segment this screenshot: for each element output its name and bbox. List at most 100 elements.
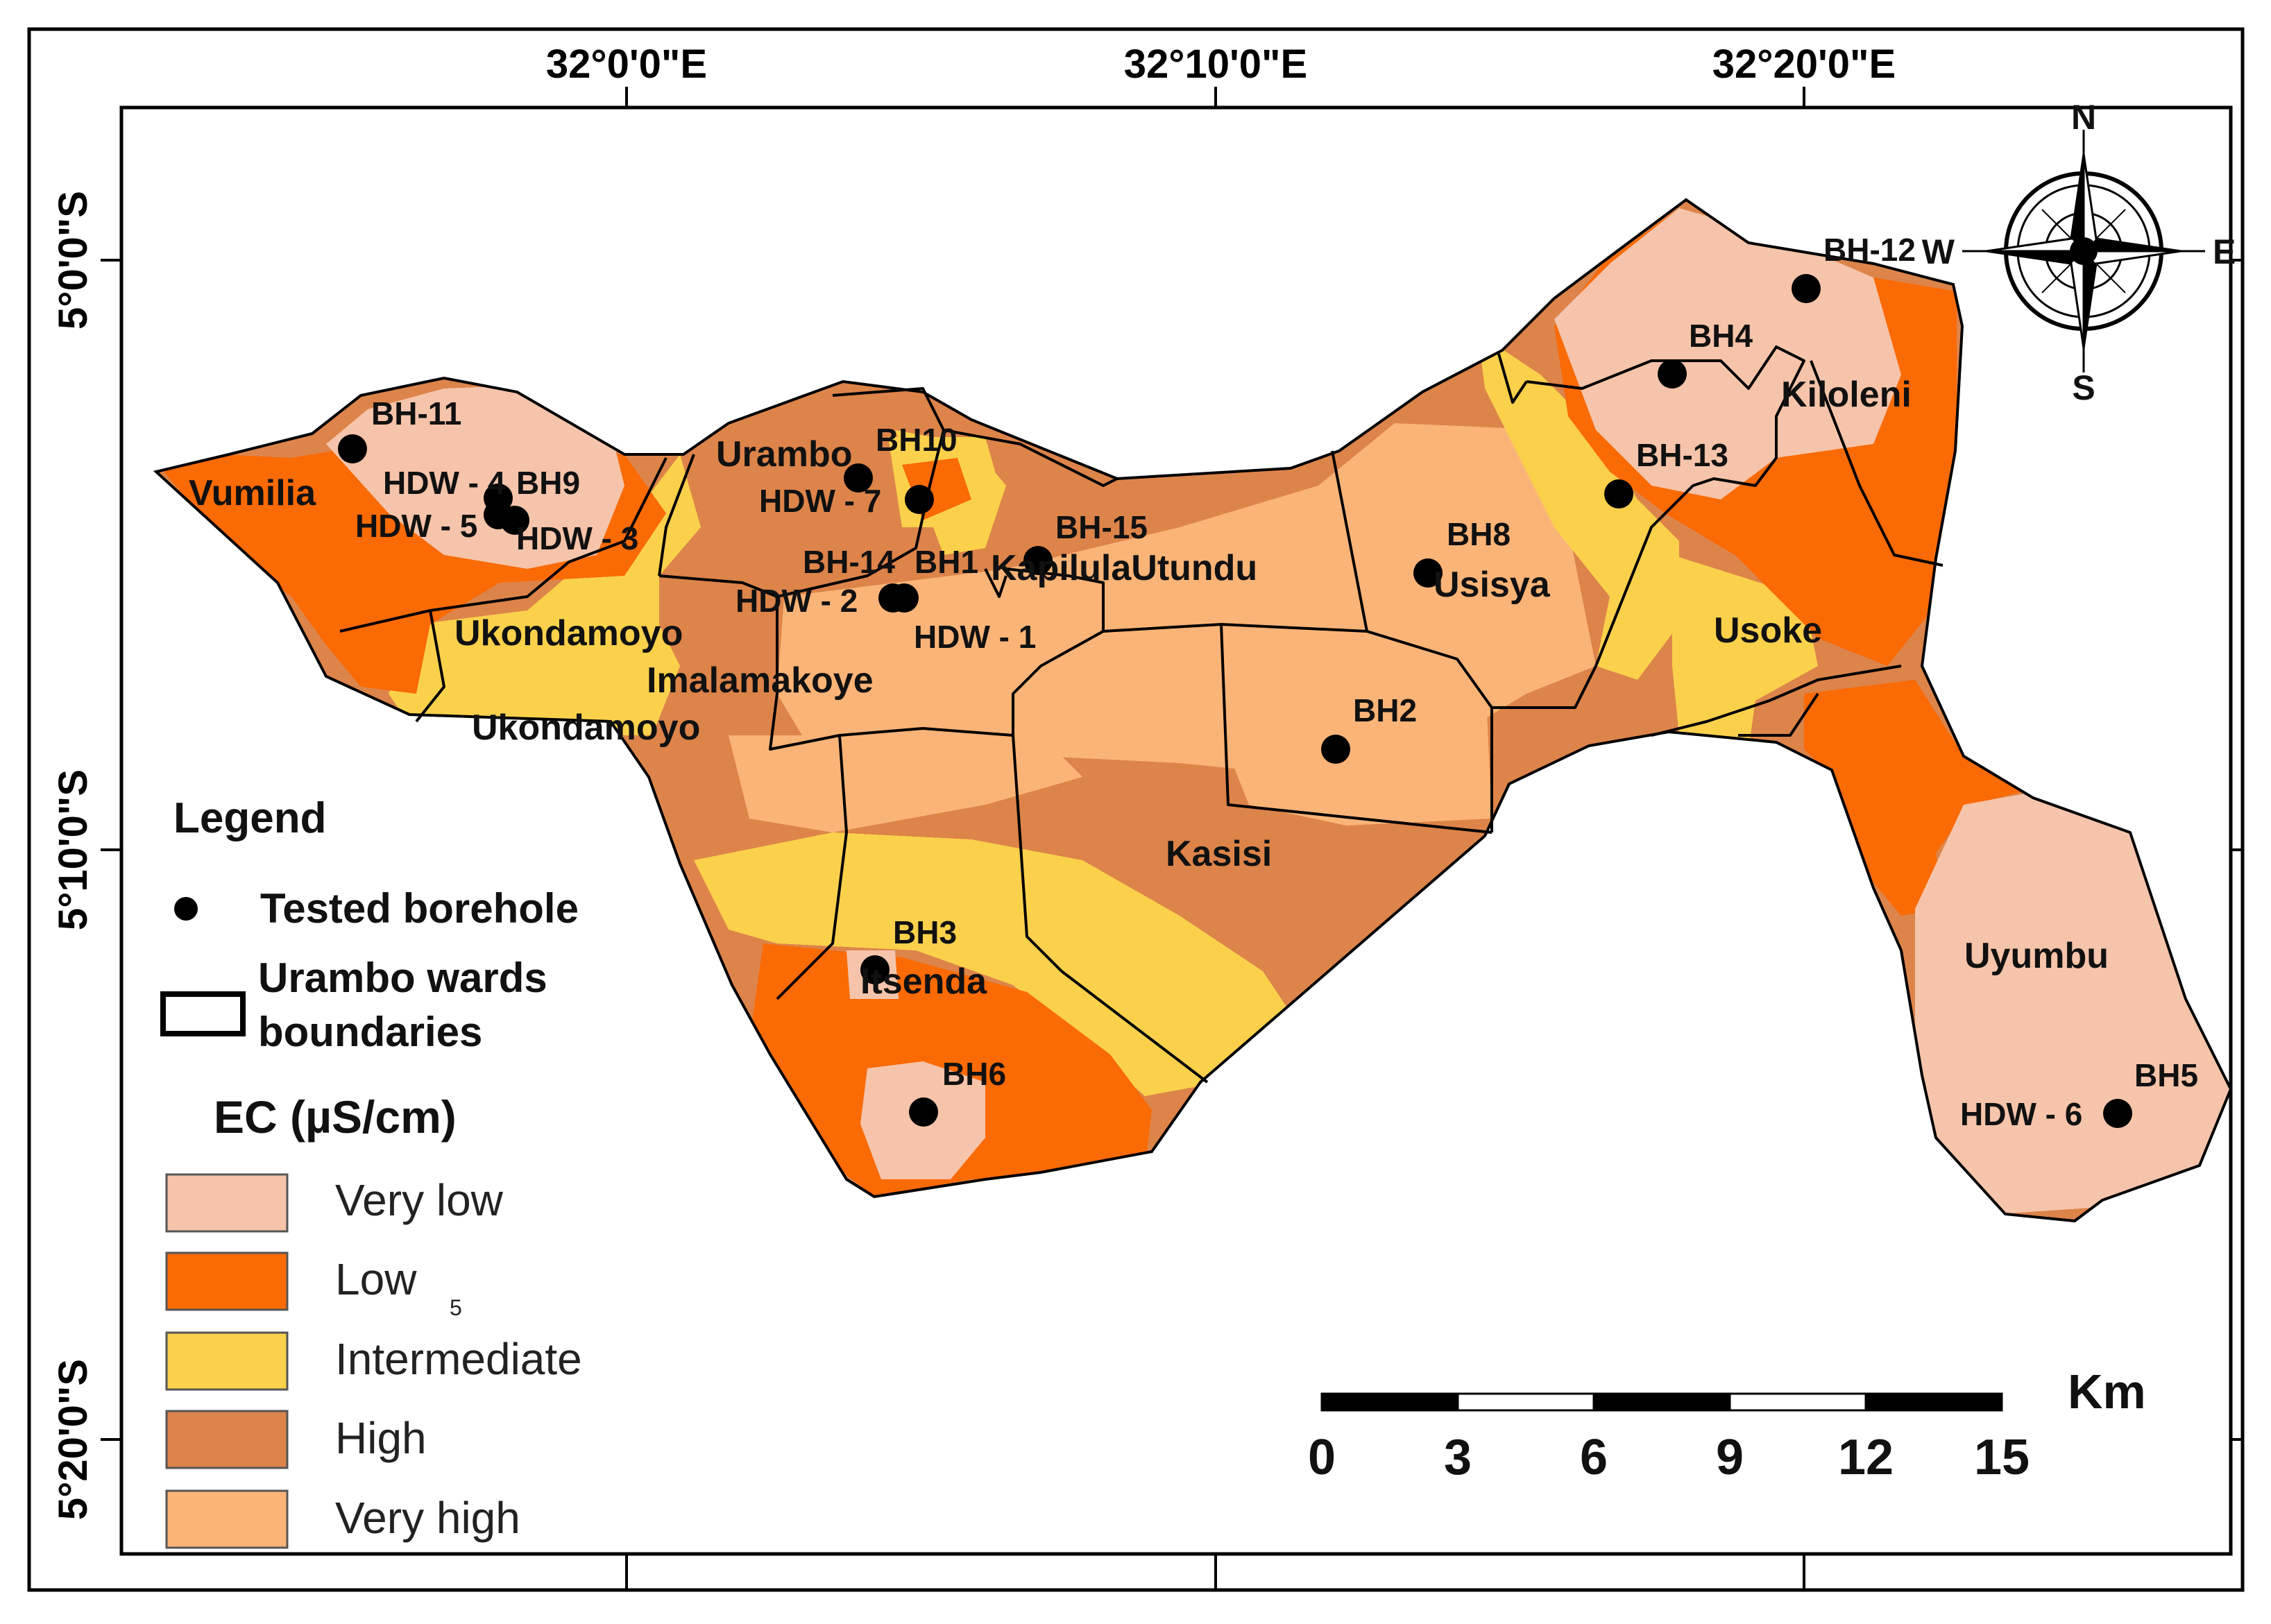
longitude-label: 32°20'0"E — [1712, 42, 1896, 87]
borehole-marker — [890, 583, 919, 613]
legend-swatch-intermediate — [165, 1331, 289, 1391]
borehole-marker — [338, 434, 367, 463]
legend-class-label: Very low — [335, 1175, 504, 1225]
borehole-label: HDW - 3 — [516, 520, 638, 556]
longitude-label: 32°10'0"E — [1124, 42, 1307, 87]
borehole-marker — [905, 485, 934, 514]
borehole-label: BH-11 — [371, 395, 461, 431]
borehole-label: BH8 — [1447, 516, 1511, 552]
legend: Legend Tested borehole Urambo wards boun… — [160, 794, 582, 1549]
legend-swatch-low — [165, 1251, 289, 1311]
scale-tick-label: 3 — [1444, 1430, 1472, 1485]
zone-low — [1804, 680, 2026, 916]
latitude-label: 5°0'0"S — [51, 191, 96, 330]
zone-very-high — [729, 735, 1082, 832]
legend-borehole-symbol — [174, 897, 198, 921]
borehole-marker — [860, 955, 890, 984]
compass-n: N — [2071, 98, 2096, 137]
ward-label: Usisya — [1434, 565, 1551, 605]
ward-label: Kiloleni — [1781, 375, 1912, 415]
ward-label: Imalamakoye — [647, 660, 874, 701]
scale-segment — [1320, 1392, 1459, 1412]
graticule-ticks — [101, 87, 2243, 1590]
latitude-label: 5°20'0"S — [51, 1359, 96, 1520]
borehole-label: BH4 — [1689, 318, 1753, 354]
borehole-label: HDW - 6 — [1960, 1096, 2082, 1132]
legend-stray-mark: 5 — [450, 1295, 462, 1320]
legend-class-label: High — [335, 1413, 427, 1463]
compass-w: W — [1922, 232, 1955, 271]
zone-intermediate — [694, 832, 1291, 1096]
ward-label: Usoke — [1714, 610, 1822, 651]
borehole-label: BH2 — [1353, 692, 1417, 728]
zone-very-high — [1221, 666, 1492, 826]
borehole-label: BH-13 — [1636, 437, 1728, 473]
borehole-label: HDW - 2 — [735, 583, 858, 619]
compass-diagonal-star — [2041, 209, 2126, 293]
legend-wards-label: boundaries — [258, 1009, 482, 1055]
compass-e: E — [2213, 232, 2236, 271]
scale-unit: Km — [2068, 1365, 2146, 1419]
ward-label: Urambo — [716, 434, 852, 475]
borehole-marker — [1413, 558, 1443, 588]
borehole-marker — [2103, 1099, 2132, 1128]
scale-segment — [1864, 1392, 2003, 1412]
scale-tick-label: 12 — [1838, 1430, 1894, 1485]
borehole-label: BH3 — [893, 914, 957, 950]
borehole-label: BH-15 — [1055, 509, 1148, 545]
scale-segment — [1456, 1392, 1595, 1412]
borehole-label: BH1 — [915, 544, 978, 580]
legend-swatch-very-high — [165, 1489, 289, 1549]
legend-swatch-high — [165, 1410, 289, 1469]
scale-tick-label: 0 — [1308, 1430, 1336, 1485]
legend-title: Legend — [173, 794, 326, 842]
ward-label: Itsenda — [860, 961, 987, 1002]
borehole-marker — [1604, 479, 1633, 508]
scale-tick-label: 6 — [1580, 1430, 1608, 1485]
legend-wards-symbol — [160, 991, 246, 1036]
borehole-label: BH10 — [876, 422, 958, 458]
zone-intermediate — [389, 454, 701, 735]
zone-low — [749, 943, 1152, 1197]
zone-intermediate — [1672, 555, 1818, 749]
borehole-marker — [500, 506, 529, 535]
legend-class-label: Low — [335, 1254, 417, 1304]
legend-class-label: Very high — [335, 1493, 520, 1543]
legend-swatch-very-low — [165, 1173, 289, 1233]
borehole-marker — [1658, 359, 1687, 388]
borehole-label: BH9 — [516, 465, 580, 501]
north-arrow: N S E W — [1922, 98, 2236, 407]
scale-tick-label: 15 — [1974, 1430, 2030, 1485]
zone-intermediate — [1478, 333, 1679, 680]
borehole-label: BH5 — [2134, 1057, 2198, 1093]
longitude-label: 32°0'0"E — [546, 42, 707, 87]
ward-label: Ukondamoyo — [454, 613, 683, 653]
ward-label: Ukondamoyo — [472, 708, 700, 748]
borehole-marker — [1792, 274, 1821, 303]
ward-label: KapilulaUtundu — [991, 548, 1257, 588]
legend-class-label: Intermediate — [335, 1334, 582, 1384]
ward-label: Vumilia — [189, 473, 316, 513]
legend-borehole-label: Tested borehole — [260, 885, 579, 932]
ward-label: Uyumbu — [1964, 936, 2109, 976]
ward-label: Kasisi — [1166, 834, 1272, 874]
borehole-marker — [1321, 735, 1350, 764]
borehole-label: HDW - 5 — [355, 508, 477, 544]
borehole-label: BH-14 — [803, 544, 895, 580]
scale-segment — [1592, 1392, 1731, 1412]
borehole-marker — [1023, 546, 1053, 575]
borehole-label: HDW - 4 — [383, 465, 506, 501]
scale-segment — [1728, 1392, 1867, 1412]
latitude-label: 5°10'0"S — [51, 769, 96, 930]
borehole-label: HDW - 1 — [914, 619, 1036, 655]
legend-wards-label: Urambo wards — [258, 955, 547, 1001]
borehole-marker — [844, 463, 873, 493]
borehole-label: BH6 — [942, 1056, 1006, 1092]
borehole-marker — [909, 1097, 938, 1127]
zone-very-low — [326, 385, 624, 569]
borehole-label: BH-12 — [1823, 232, 1916, 268]
legend-ec-title: EC (µS/cm) — [214, 1091, 457, 1143]
ward-labels: Vumilia Urambo Ukondamoyo Imalamakoye Uk… — [189, 375, 2109, 1002]
scale-bar: Km 0 3 6 9 12 15 — [1308, 1365, 2146, 1485]
